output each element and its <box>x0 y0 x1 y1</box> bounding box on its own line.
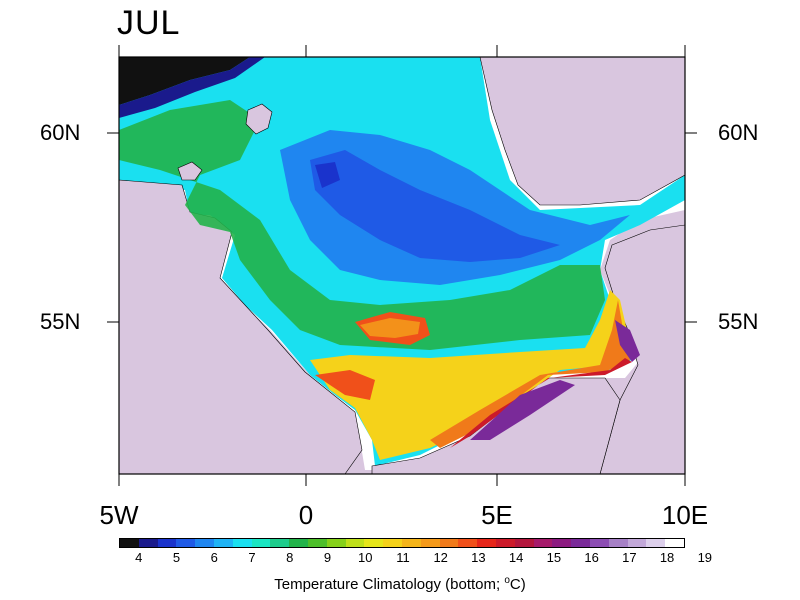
colorbar-tick-label: 17 <box>622 550 637 565</box>
colorbar-tick-label: 4 <box>135 550 143 565</box>
colorbar-tick-label: 14 <box>508 550 524 565</box>
colorbar-segment <box>251 539 271 547</box>
colorbar-segment <box>326 539 346 547</box>
colorbar-segment <box>176 539 196 547</box>
colorbar-tick-label: 8 <box>286 550 294 565</box>
colorbar-segment <box>646 539 666 547</box>
lat-label-60n-right: 60N <box>718 120 759 145</box>
colorbar-segment <box>120 539 139 547</box>
colorbar-segment <box>345 539 365 547</box>
colorbar-tick-label: 19 <box>697 550 713 565</box>
colorbar-segment <box>420 539 440 547</box>
lon-label-5e: 5E <box>481 500 513 530</box>
colorbar-segment <box>458 539 478 547</box>
orkney-island <box>177 161 203 181</box>
colorbar <box>119 538 685 548</box>
colorbar-segment <box>213 539 233 547</box>
colorbar-tick-label: 18 <box>659 550 675 565</box>
hot-coast <box>450 358 632 448</box>
colorbar-segment <box>665 539 684 547</box>
warmer-strip <box>430 300 630 448</box>
cold-core <box>310 150 560 262</box>
lat-label-60n-left: 60N <box>40 120 81 145</box>
shetland-island <box>245 103 273 135</box>
hottest-coast <box>470 380 575 440</box>
lat-label-55n-left: 55N <box>40 309 81 334</box>
colorbar-segment <box>383 539 402 547</box>
colorbar-segment <box>552 539 572 547</box>
colorbar-label: Temperature Climatology (bottom; oC) <box>274 575 526 593</box>
colorbar-segment <box>477 539 496 547</box>
colorbar-segment <box>138 539 158 547</box>
colorbar-segment <box>627 539 647 547</box>
colorbar-tick-label: 10 <box>357 550 373 565</box>
cold-spot <box>315 162 340 188</box>
warm-strip <box>310 290 628 460</box>
colorbar-segment <box>157 539 177 547</box>
colorbar-segment <box>589 539 609 547</box>
colorbar-segment <box>307 539 327 547</box>
colorbar-tick-label: 7 <box>248 550 256 565</box>
colorbar-tick-label: 11 <box>396 550 410 565</box>
lat-label-55n-right: 55N <box>718 309 759 334</box>
colorbar-tick-label: 16 <box>584 550 599 565</box>
colorbar-tick-label: 6 <box>210 550 218 565</box>
colorbar-segment <box>401 539 421 547</box>
cold-north-edge <box>119 57 265 118</box>
colorbar-segment <box>514 539 534 547</box>
colorbar-tick-label: 13 <box>471 550 486 565</box>
colorbar-tick-label: 12 <box>433 550 448 565</box>
colorbar-segment <box>533 539 553 547</box>
colorbar-segment <box>571 539 590 547</box>
colorbar-segment <box>364 539 384 547</box>
colorbar-segment <box>195 539 214 547</box>
colorbar-tick-label: 9 <box>323 550 332 565</box>
colorbar-segment <box>439 539 459 547</box>
colorbar-tick-label: 5 <box>172 550 181 565</box>
colorbar-segment <box>232 539 252 547</box>
warm-dogger-edge <box>360 318 420 338</box>
colorbar-segment <box>495 539 515 547</box>
colorbar-ticks: 4 5 6 7 8 9 10 11 12 13 14 15 16 17 18 19 <box>119 550 712 570</box>
tick-marks <box>107 45 697 486</box>
colorbar-segment <box>289 539 308 547</box>
lon-label-10e: 10E <box>661 500 709 530</box>
cold-north <box>119 57 250 105</box>
lon-label-0: 0 <box>298 500 314 530</box>
purple-jutland <box>615 320 640 362</box>
colorbar-segment <box>608 539 628 547</box>
norway-land <box>479 57 685 206</box>
lon-label-5w: 5W <box>99 500 139 530</box>
colorbar-tick-label: 15 <box>546 550 562 565</box>
plot-frame <box>118 56 686 475</box>
colorbar-segment <box>270 539 290 547</box>
green-band <box>119 100 605 350</box>
warm-west <box>315 370 375 400</box>
map-title: JUL <box>117 4 181 42</box>
